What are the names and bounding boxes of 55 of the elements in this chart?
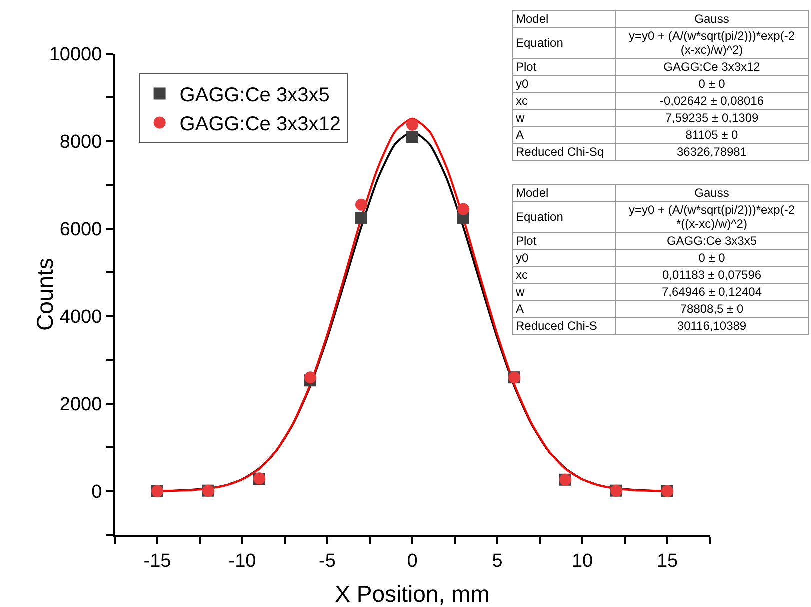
- annotation: w: [512, 284, 616, 300]
- annotation: 7,64946 ± 0,12404: [616, 284, 808, 300]
- annotation: y=y0 + (A/(w*sqrt(pi/2)))*exp(-2 (x-xc)/w)^2): [616, 28, 808, 58]
- annotation: Model: [512, 184, 616, 202]
- legend-label: GAGG:Ce 3x3x5: [180, 84, 330, 107]
- annotation: Equation: [512, 202, 616, 232]
- legend-label: GAGG:Ce 3x3x12: [180, 114, 341, 136]
- annotation: 0 ± 0: [616, 76, 808, 92]
- x-tick-label: -5: [319, 550, 336, 572]
- annotation: y0: [512, 76, 616, 92]
- annotation: 7,59235 ± 0,1309: [616, 110, 808, 126]
- annotation: 81105 ± 0: [616, 126, 808, 144]
- annotation: 0,01183 ± 0,07596: [616, 266, 808, 284]
- point: [356, 212, 368, 224]
- annotation: w: [512, 110, 616, 126]
- y-tick-label: 6000: [60, 220, 102, 241]
- annotation: Reduced Chi-Sq: [512, 144, 616, 160]
- x-tick-label: 5: [492, 550, 503, 572]
- annotation: Gauss: [616, 184, 808, 202]
- y-axis-title: Counts: [32, 258, 58, 331]
- y-tick-label: 8000: [60, 132, 102, 154]
- annotation: 0 ± 0: [616, 250, 808, 266]
- x-tick-label: 10: [572, 550, 594, 572]
- y-tick-label: 0: [92, 482, 102, 503]
- annotation: 30116,10389: [616, 318, 808, 334]
- point: [406, 118, 418, 131]
- y-tick-label: 10000: [49, 44, 102, 66]
- annotation: y0: [512, 250, 616, 266]
- annotation: Plot: [512, 232, 616, 250]
- x-tick-label: 15: [656, 550, 678, 572]
- x-tick-label: -15: [144, 550, 172, 572]
- point: [458, 203, 470, 216]
- annotation: xc: [512, 266, 616, 284]
- annotation: y=y0 + (A/(w*sqrt(pi/2)))*exp(-2 *((x-xc)/w)^2): [616, 202, 808, 232]
- annotation: GAGG:Ce 3x3x12: [616, 58, 808, 76]
- annotation: 78808,5 ± 0: [616, 300, 808, 318]
- text: Gauss: [616, 10, 808, 28]
- point: [406, 131, 418, 144]
- annotation: Reduced Chi-S: [512, 318, 616, 334]
- y-tick-label: 2000: [60, 394, 102, 416]
- text: Equation: [512, 28, 616, 58]
- annotation: Plot: [512, 58, 616, 76]
- x-tick-label: 0: [407, 550, 418, 572]
- annotation: -0,02642 ± 0,08016: [616, 92, 808, 110]
- point: [304, 372, 316, 384]
- annotation: 36326,78981: [616, 144, 808, 160]
- text: Model: [512, 10, 616, 28]
- annotation: GAGG:Ce 3x3x5: [616, 232, 808, 250]
- annotation: xc: [512, 92, 616, 110]
- annotation: A: [512, 300, 616, 318]
- x-axis-title: X Position, mm: [335, 581, 490, 607]
- point: [356, 198, 368, 211]
- annotation: A: [512, 126, 616, 144]
- x-tick-label: -10: [228, 550, 256, 572]
- y-tick-label: 4000: [60, 307, 102, 328]
